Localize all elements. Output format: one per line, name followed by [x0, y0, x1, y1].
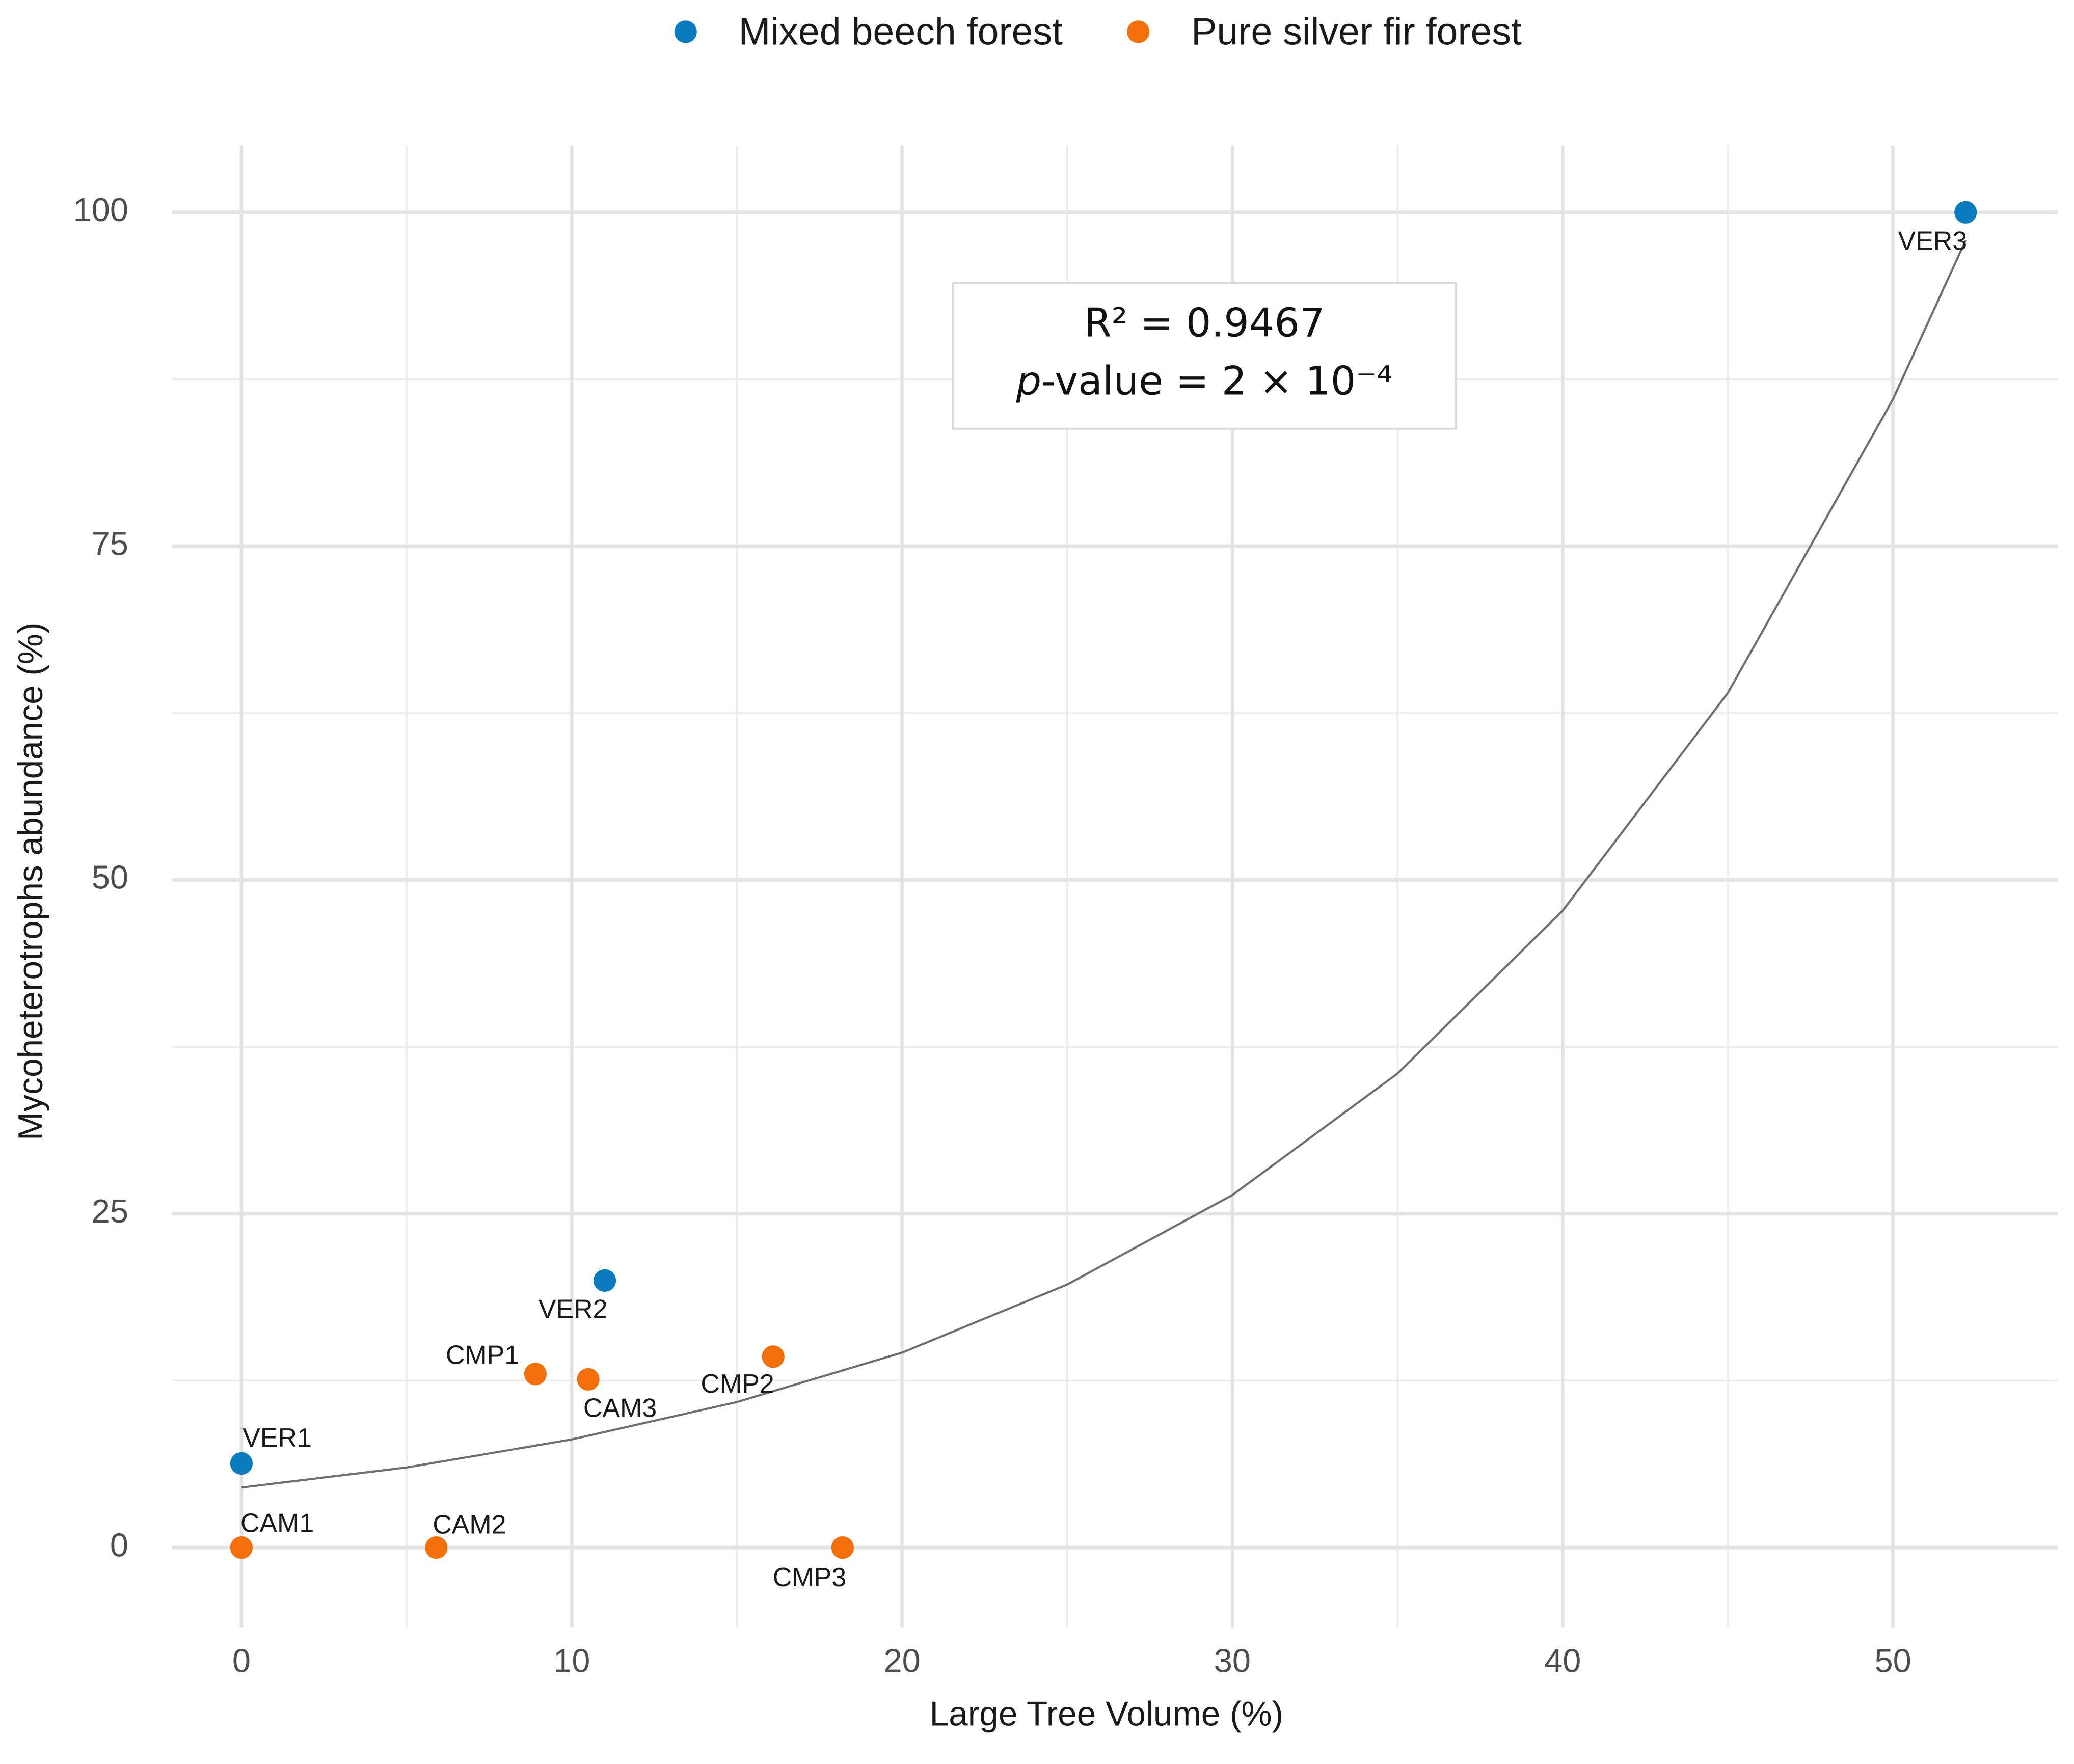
x-tick-label: 10 [553, 1642, 590, 1679]
annotation-box [952, 282, 1457, 430]
point-label: CMP2 [701, 1369, 774, 1399]
data-point [230, 1452, 253, 1475]
data-point [425, 1536, 448, 1559]
point-label: CMP3 [773, 1563, 846, 1592]
y-tick-label: 50 [92, 859, 128, 896]
x-tick-label: 20 [883, 1642, 920, 1679]
point-label: VER3 [1898, 226, 1967, 256]
point-label: CAM2 [433, 1510, 506, 1539]
annotation-p-italic: p [1016, 359, 1041, 404]
x-tick-label: 30 [1214, 1642, 1251, 1679]
y-axis-title: Mycoheterotrophs abundance (%) [12, 622, 50, 1141]
fit-curve [241, 240, 1967, 1489]
point-label: CAM3 [583, 1393, 657, 1423]
data-point [762, 1345, 785, 1368]
annotation-r2: R² = 0.9467 [1084, 301, 1325, 346]
point-label: CMP1 [446, 1340, 519, 1370]
y-tick-label: 75 [92, 525, 128, 562]
data-point [524, 1363, 547, 1386]
y-tick-label: 25 [92, 1192, 128, 1230]
y-tick-label: 100 [73, 191, 128, 228]
x-tick-label: 40 [1544, 1642, 1581, 1679]
legend-marker [1127, 20, 1150, 43]
data-point [594, 1269, 616, 1292]
annotation-p-rest: -value = 2 × 10⁻⁴ [1041, 359, 1393, 404]
x-tick-label: 50 [1874, 1642, 1911, 1679]
x-axis-title: Large Tree Volume (%) [930, 1695, 1283, 1733]
data-point [577, 1368, 600, 1391]
point-label: VER2 [538, 1294, 608, 1324]
data-point [230, 1536, 253, 1559]
legend-label: Mixed beech forest [739, 10, 1063, 52]
y-tick-label: 0 [110, 1526, 128, 1563]
grid [172, 145, 2058, 1628]
legend-label: Pure silver fir forest [1191, 10, 1522, 52]
data-point [1954, 201, 1977, 224]
x-tick-label: 0 [232, 1642, 251, 1679]
annotation-p: p-value = 2 × 10⁻⁴ [1016, 359, 1393, 404]
point-label: VER1 [243, 1423, 312, 1453]
point-label: CAM1 [240, 1509, 314, 1538]
data-point [831, 1536, 854, 1559]
legend-marker [674, 20, 697, 43]
